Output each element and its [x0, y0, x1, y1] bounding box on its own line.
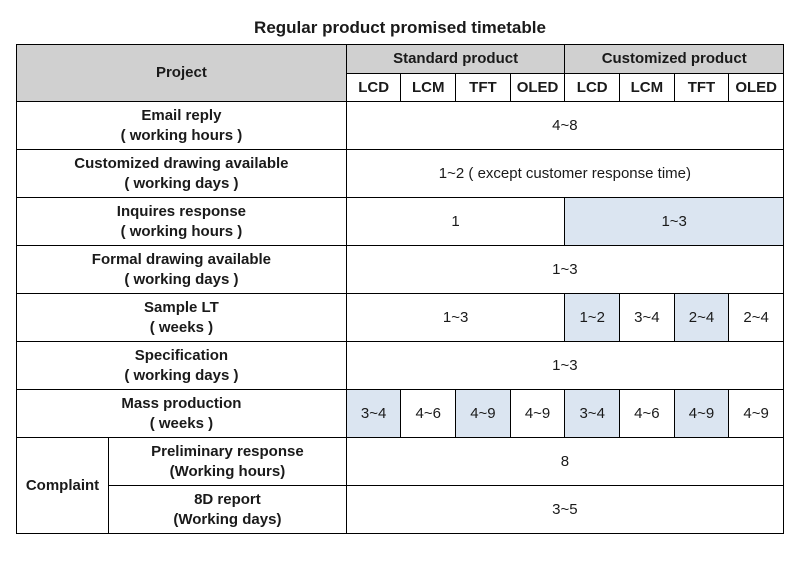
row-6-cell-0: 3~4	[346, 390, 401, 438]
row-6-cell-1: 4~6	[401, 390, 456, 438]
header-project: Project	[17, 45, 347, 102]
header-col-6: TFT	[674, 73, 729, 102]
row-6-cell-6: 4~9	[674, 390, 729, 438]
header-col-0: LCD	[346, 73, 401, 102]
row-4-cell-1: 1~2	[565, 294, 620, 342]
row-label-5: Specification( working days )	[17, 342, 347, 390]
row-4-cell-3: 2~4	[674, 294, 729, 342]
page-title: Regular product promised timetable	[16, 18, 784, 38]
timetable-table: ProjectStandard productCustomized produc…	[16, 44, 784, 534]
row-2-cell-0: 1	[346, 198, 565, 246]
header-standard: Standard product	[346, 45, 565, 74]
row-6-cell-7: 4~9	[729, 390, 784, 438]
row-5-cell-0: 1~3	[346, 342, 783, 390]
complaint-row-0-val: 8	[346, 438, 783, 486]
complaint-label: Complaint	[17, 438, 109, 534]
row-4-cell-0: 1~3	[346, 294, 565, 342]
row-6-cell-2: 4~9	[456, 390, 511, 438]
row-2-cell-1: 1~3	[565, 198, 784, 246]
header-col-1: LCM	[401, 73, 456, 102]
row-label-2: Inquires response( working hours )	[17, 198, 347, 246]
row-label-6: Mass production( weeks )	[17, 390, 347, 438]
row-label-3: Formal drawing available( working days )	[17, 246, 347, 294]
header-col-2: TFT	[456, 73, 511, 102]
complaint-row-1-label: 8D report(Working days)	[109, 486, 347, 534]
row-4-cell-4: 2~4	[729, 294, 784, 342]
header-col-4: LCD	[565, 73, 620, 102]
row-label-0: Email reply( working hours )	[17, 102, 347, 150]
complaint-row-0-label: Preliminary response(Working hours)	[109, 438, 347, 486]
header-col-7: OLED	[729, 73, 784, 102]
row-4-cell-2: 3~4	[620, 294, 675, 342]
row-label-1: Customized drawing available( working da…	[17, 150, 347, 198]
row-6-cell-3: 4~9	[510, 390, 565, 438]
row-1-cell-0: 1~2 ( except customer response time)	[346, 150, 783, 198]
row-3-cell-0: 1~3	[346, 246, 783, 294]
row-label-4: Sample LT( weeks )	[17, 294, 347, 342]
header-col-3: OLED	[510, 73, 565, 102]
row-6-cell-4: 3~4	[565, 390, 620, 438]
row-0-cell-0: 4~8	[346, 102, 783, 150]
row-6-cell-5: 4~6	[620, 390, 675, 438]
header-col-5: LCM	[620, 73, 675, 102]
complaint-row-1-val: 3~5	[346, 486, 783, 534]
header-customized: Customized product	[565, 45, 784, 74]
